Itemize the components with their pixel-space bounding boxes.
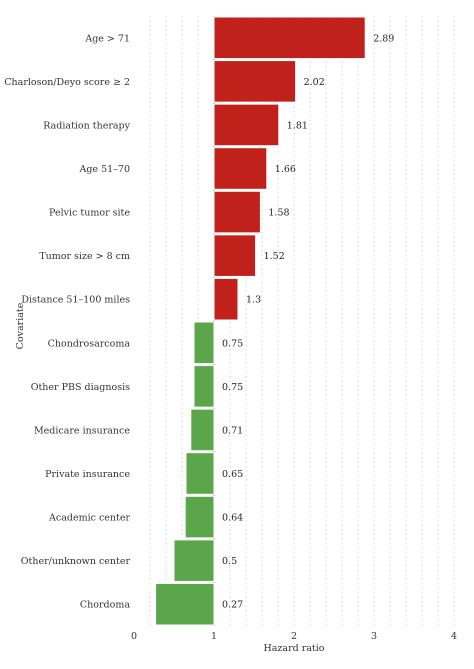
category-label: Age 51–70 <box>78 164 130 175</box>
bar <box>213 277 239 321</box>
bar <box>213 190 261 234</box>
category-label: Radiation therapy <box>43 120 130 131</box>
x-tick-label: 4 <box>451 631 457 642</box>
bar <box>184 495 215 539</box>
bars <box>155 16 366 626</box>
x-tick-label: 0 <box>131 631 137 642</box>
category-label: Tumor size > 8 cm <box>39 251 130 262</box>
x-tick-label: 1 <box>211 631 217 642</box>
value-label: 0.64 <box>222 513 243 524</box>
category-label: Other/unknown center <box>21 556 131 567</box>
category-label: Private insurance <box>45 469 130 480</box>
x-tick-label: 2 <box>291 631 297 642</box>
value-label: 1.81 <box>287 120 308 131</box>
bar <box>213 147 268 190</box>
value-label: 1.66 <box>275 164 296 175</box>
value-label: 2.89 <box>373 33 394 44</box>
bar <box>190 408 215 452</box>
x-tick-label: 3 <box>371 631 377 642</box>
category-label: Charloson/Deyo score ≥ 2 <box>4 77 130 88</box>
value-label: 0.75 <box>222 382 243 393</box>
x-axis-ticks: 0 1 2 3 4 <box>131 631 457 642</box>
value-label: 1.58 <box>268 208 289 219</box>
value-label: 0.75 <box>222 338 243 349</box>
category-label: Age > 71 <box>84 33 130 44</box>
value-label: 1.3 <box>246 295 261 306</box>
value-label: 0.65 <box>222 469 243 480</box>
x-axis-label: Hazard ratio <box>263 643 324 654</box>
category-label: Medicare insurance <box>34 425 130 436</box>
value-label: 2.02 <box>304 77 325 88</box>
bar <box>155 582 215 626</box>
bar <box>173 539 215 582</box>
category-label: Chordoma <box>80 600 130 611</box>
value-label: 1.52 <box>264 251 285 262</box>
category-label: Pelvic tumor site <box>49 208 130 219</box>
bar <box>193 365 215 408</box>
bar <box>213 103 280 147</box>
value-label: 0.5 <box>222 556 237 567</box>
category-label: Academic center <box>48 513 130 524</box>
y-axis-label: Covariate <box>15 302 26 349</box>
bar <box>213 60 297 103</box>
value-label: 0.27 <box>222 600 243 611</box>
value-label: 0.71 <box>222 425 243 436</box>
bar <box>213 16 366 60</box>
category-label: Distance 51–100 miles <box>21 295 130 306</box>
bar <box>193 321 215 365</box>
category-label: Other PBS diagnosis <box>31 382 130 393</box>
bar <box>185 452 215 495</box>
value-labels: 2.89 2.02 1.81 1.66 1.58 1.52 1.3 0.75 0.75 0.71 0… <box>222 33 394 610</box>
category-label: Chondrosarcoma <box>48 338 131 349</box>
bar <box>213 234 257 277</box>
category-labels: Age > 71 Charloson/Deyo score ≥ 2 Radiatio… <box>4 33 130 610</box>
